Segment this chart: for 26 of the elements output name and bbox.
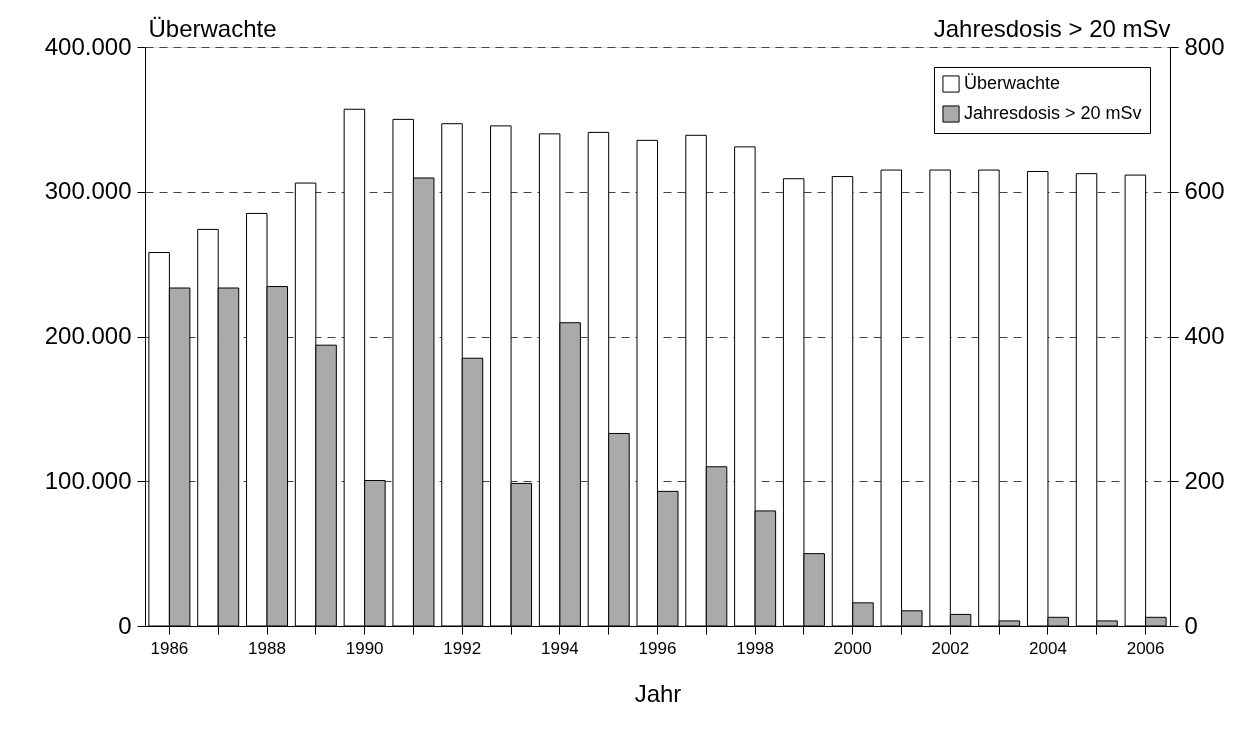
y2-tick-label: 800 [1184, 32, 1225, 60]
legend-label: Jahresdosis > 20 mSv [964, 103, 1142, 123]
y-tick-label: 400.000 [44, 32, 132, 60]
y2-tick-label: 400 [1184, 322, 1225, 349]
y2-axis-title: Jahresdosis > 20 mSv [933, 14, 1171, 42]
x-tick-label: 2000 [833, 638, 872, 658]
y-axis-title: Überwachte [148, 14, 277, 42]
x-tick-label: 1996 [638, 638, 677, 658]
y2-tick-label: 200 [1184, 466, 1225, 494]
x-axis-title: Jahr [634, 679, 682, 707]
x-tick-label: 1998 [736, 638, 775, 658]
y2-tick-label: 600 [1184, 177, 1225, 205]
y-tick-label: 100.000 [44, 466, 132, 494]
y-tick-label: 0 [118, 611, 132, 639]
x-tick-label: 2006 [1126, 638, 1165, 658]
y2-tick-label: 0 [1184, 611, 1198, 639]
x-tick-label: 1986 [150, 638, 189, 658]
legend-label: Überwachte [964, 73, 1061, 93]
x-tick-label: 2004 [1029, 638, 1067, 658]
x-tick-label: 1990 [345, 638, 384, 658]
x-tick-label: 1994 [540, 638, 579, 658]
x-tick-label: 1988 [248, 638, 286, 658]
y-tick-label: 300.000 [44, 177, 132, 205]
x-tick-label: 2002 [931, 638, 970, 658]
y-tick-label: 200.000 [44, 322, 132, 349]
x-tick-label: 1992 [443, 638, 482, 658]
